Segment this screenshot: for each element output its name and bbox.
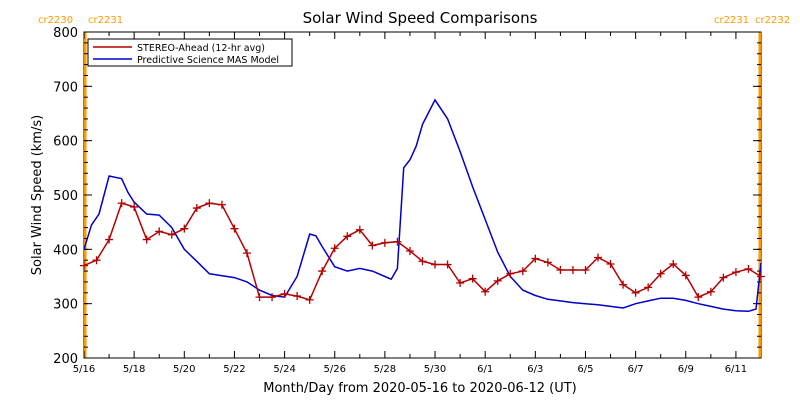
stereo-point [192, 204, 201, 213]
x-tick-label-6/9: 6/9 [678, 364, 694, 375]
stereo-point [418, 257, 427, 266]
stereo-point [405, 246, 414, 255]
x-tick-label-5/18: 5/18 [123, 364, 145, 375]
stereo-point [606, 260, 615, 269]
x-tick-label-6/5: 6/5 [577, 364, 593, 375]
stereo-point [681, 271, 690, 280]
stereo-point [117, 199, 126, 208]
stereo-point [242, 249, 251, 258]
stereo-point [731, 268, 740, 277]
rotation-labels-right: cr2231 cr2232 [714, 15, 790, 26]
x-tick-label-5/20: 5/20 [173, 364, 195, 375]
stereo-point [531, 254, 540, 263]
stereo-point [644, 283, 653, 292]
stereo-point [105, 235, 114, 244]
stereo-point [318, 267, 327, 276]
stereo-point [431, 260, 440, 269]
stereo-point [205, 199, 214, 208]
stereo-point [581, 265, 590, 274]
x-tick-label-5/28: 5/28 [374, 364, 396, 375]
y-tick-label-400: 400 [53, 243, 78, 258]
stereo-point [556, 265, 565, 274]
y-tick-label-200: 200 [53, 352, 78, 367]
rotation-label-left-2: cr2231 [88, 15, 123, 26]
stereo-point [255, 293, 264, 302]
stereo-point [155, 227, 164, 236]
x-tick-label-6/11: 6/11 [725, 364, 747, 375]
stereo-point [543, 258, 552, 267]
stereo-series-line [83, 202, 762, 301]
x-tick-label-5/24: 5/24 [273, 364, 295, 375]
rotation-label-left-1: cr2230 [38, 15, 73, 26]
stereo-point [706, 287, 715, 296]
stereo-point [167, 230, 176, 239]
rotation-label-right-1: cr2231 [714, 15, 749, 26]
stereo-point [468, 274, 477, 283]
stereo-point [280, 289, 289, 298]
y-tick-label-600: 600 [53, 135, 78, 150]
stereo-point [142, 235, 151, 244]
y-axis-label: Solar Wind Speed (km/s) [30, 115, 45, 275]
x-tick-label-6/7: 6/7 [628, 364, 644, 375]
legend: STEREO-Ahead (12-hr avg) Predictive Scie… [87, 38, 293, 67]
stereo-point [268, 293, 277, 302]
stereo-point [343, 232, 352, 241]
stereo-point [293, 292, 302, 301]
stereo-point [669, 260, 678, 269]
stereo-point [757, 272, 765, 281]
legend-label-stereo: STEREO-Ahead (12-hr avg) [137, 43, 265, 54]
x-tick-label-5/22: 5/22 [223, 364, 245, 375]
stereo-point [568, 265, 577, 274]
model-series-line [83, 98, 762, 313]
stereo-point [80, 261, 88, 270]
x-axis-label: Month/Day from 2020-05-16 to 2020-06-12 … [263, 381, 576, 396]
stereo-point [393, 237, 402, 246]
rotation-label-right-2: cr2232 [755, 15, 790, 26]
stereo-point [518, 267, 527, 276]
stereo-point [456, 279, 465, 288]
y-tick-label-500: 500 [53, 189, 78, 204]
stereo-point [368, 241, 377, 250]
plot-frame [83, 31, 762, 359]
stereo-point [130, 202, 139, 211]
y-tick-label-700: 700 [53, 80, 78, 95]
y-tick-label-800: 800 [53, 26, 78, 41]
legend-box [87, 38, 293, 67]
stereo-point [506, 269, 515, 278]
stereo-point [380, 238, 389, 247]
stereo-point [493, 276, 502, 285]
stereo-point [619, 280, 628, 289]
x-tick-label-6/3: 6/3 [527, 364, 543, 375]
stereo-point [719, 273, 728, 282]
stereo-point [230, 224, 239, 233]
stereo-point [656, 269, 665, 278]
stereo-point [744, 264, 753, 273]
chart-title: Solar Wind Speed Comparisons [303, 9, 538, 27]
x-tick-label-5/16: 5/16 [73, 364, 95, 375]
rotation-labels-left: cr2230 cr2231 [38, 15, 123, 26]
stereo-point [443, 260, 452, 269]
stereo-point [92, 256, 101, 265]
y-tick-label-300: 300 [53, 298, 78, 313]
stereo-point [217, 200, 226, 209]
stereo-point [481, 287, 490, 296]
stereo-point [305, 295, 314, 304]
stereo-point [594, 253, 603, 262]
stereo-point [355, 225, 364, 234]
stereo-point [631, 288, 640, 297]
stereo-point [694, 293, 703, 302]
x-tick-label-5/30: 5/30 [424, 364, 446, 375]
stereo-point [180, 224, 189, 233]
x-tick-label-6/1: 6/1 [477, 364, 493, 375]
x-tick-label-5/26: 5/26 [324, 364, 346, 375]
legend-label-model: Predictive Science MAS Model [137, 55, 279, 66]
stereo-point [330, 244, 339, 253]
